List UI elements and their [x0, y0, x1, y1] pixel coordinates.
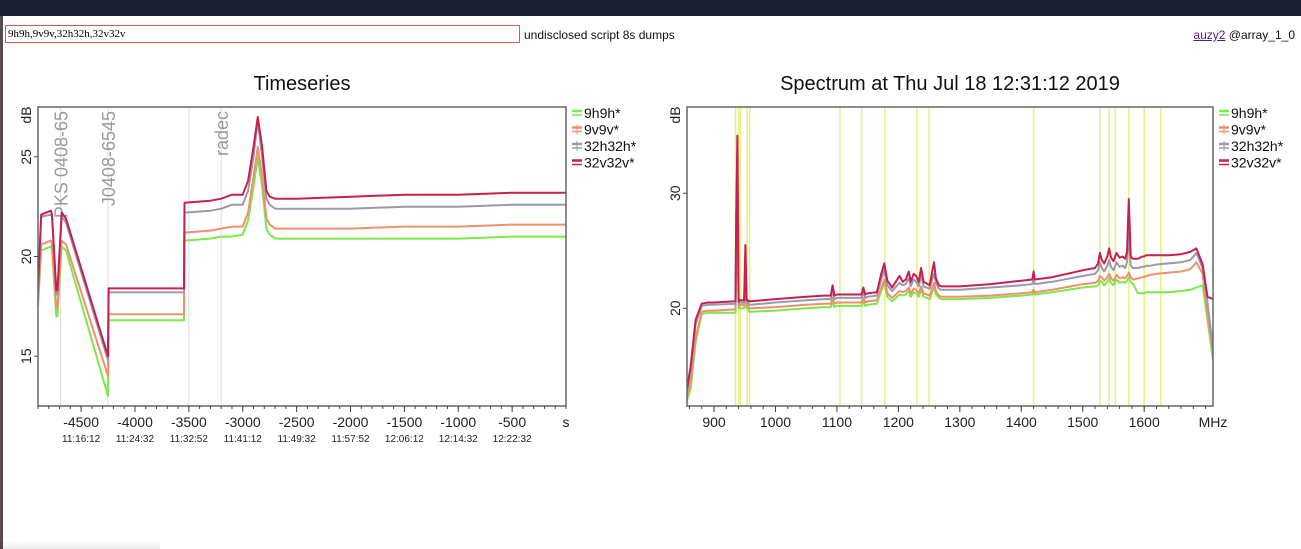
x-tick-label: -4000 — [117, 414, 153, 430]
legend-item-9h9h[interactable]: 9h9h* — [584, 105, 621, 121]
window-left-edge — [0, 16, 3, 549]
legend-item-9h9h[interactable]: 9h9h* — [1231, 105, 1268, 121]
chart-title: Timeseries — [253, 73, 350, 95]
timeseries-chart: Timeseries PKS 0408-65 J0408-6545 radec 15 20… — [18, 73, 637, 445]
series-line-32v32v — [687, 134, 1213, 389]
legend-item-9v9v[interactable]: 9v9v* — [1231, 122, 1267, 138]
x-tick-label: -2500 — [279, 414, 315, 430]
legend-item-32v32v[interactable]: 32v32v* — [584, 155, 635, 171]
bottom-shadow — [0, 540, 160, 549]
x-tick-label: 1300 — [944, 414, 975, 430]
x-tick-label: -3500 — [171, 414, 207, 430]
series-line-32h32h — [38, 120, 566, 362]
y-tick-label: 15 — [18, 348, 34, 364]
series-line-9v9v — [687, 180, 1213, 398]
marker-label-radec: radec — [212, 111, 232, 156]
window-top-bar — [0, 0, 1301, 16]
legend-item-32h32h[interactable]: 32h32h* — [1231, 138, 1284, 154]
x-tick-label: 1000 — [760, 414, 791, 430]
x-unit-label: MHz — [1199, 414, 1228, 430]
y-axis-label: dB — [667, 106, 683, 123]
x-time-label: 12:22:32 — [493, 434, 532, 445]
x-tick-label: 1600 — [1129, 414, 1160, 430]
x-time-label: 11:24:32 — [116, 434, 155, 445]
array-context: @array_1_0 — [1228, 28, 1295, 42]
x-tick-label: -1500 — [386, 414, 422, 430]
series-line-9h9h — [38, 155, 566, 397]
marker-label-j0408-6545: J0408-6545 — [99, 111, 119, 206]
x-tick-label: 1200 — [883, 414, 914, 430]
y-tick-label: 30 — [667, 185, 683, 201]
x-time-label: 11:49:32 — [278, 434, 317, 445]
series-line-9h9h — [687, 192, 1213, 401]
x-tick-label: -1000 — [440, 414, 476, 430]
legend-item-9v9v[interactable]: 9v9v* — [584, 122, 620, 138]
status-text: undisclosed script 8s dumps — [524, 28, 675, 42]
x-tick-label: 1500 — [1067, 414, 1098, 430]
x-time-label: 12:06:12 — [385, 434, 424, 445]
series-line-9v9v — [38, 145, 566, 378]
y-tick-label: 20 — [18, 249, 34, 265]
command-input[interactable] — [5, 25, 520, 43]
marker-label-pks-0408-65: PKS 0408-65 — [52, 111, 72, 218]
legend-item-32h32h[interactable]: 32h32h* — [584, 138, 637, 154]
chart-title: Spectrum at Thu Jul 18 12:31:12 2019 — [780, 73, 1120, 95]
series-line-32v32v — [38, 116, 566, 358]
x-time-label: 11:32:52 — [170, 434, 209, 445]
spectrum-chart: Spectrum at Thu Jul 18 12:31:12 2019 20 30… — [667, 73, 1284, 430]
x-tick-label: 1400 — [1006, 414, 1037, 430]
legend-item-32v32v[interactable]: 32v32v* — [1231, 155, 1282, 171]
x-tick-label: -4500 — [63, 414, 99, 430]
y-axis-label: dB — [18, 106, 34, 123]
plot-frame — [686, 106, 1214, 407]
x-tick-label: -500 — [498, 414, 526, 430]
x-time-label: 11:16:12 — [62, 434, 101, 445]
x-tick-label: 900 — [702, 414, 726, 430]
x-time-label: 11:57:52 — [331, 434, 370, 445]
user-area: auzy2 @array_1_0 — [1193, 28, 1295, 42]
x-unit-label: s — [563, 414, 570, 430]
x-time-label: 11:41:12 — [224, 434, 263, 445]
x-tick-label: 1100 — [822, 414, 852, 430]
x-tick-label: -2000 — [333, 414, 369, 430]
x-tick-label: -3000 — [225, 414, 261, 430]
x-time-label: 12:14:32 — [439, 434, 478, 445]
y-tick-label: 20 — [667, 300, 683, 316]
y-tick-label: 25 — [18, 149, 34, 165]
user-link[interactable]: auzy2 — [1193, 28, 1226, 42]
series-line-32h32h — [687, 152, 1213, 393]
